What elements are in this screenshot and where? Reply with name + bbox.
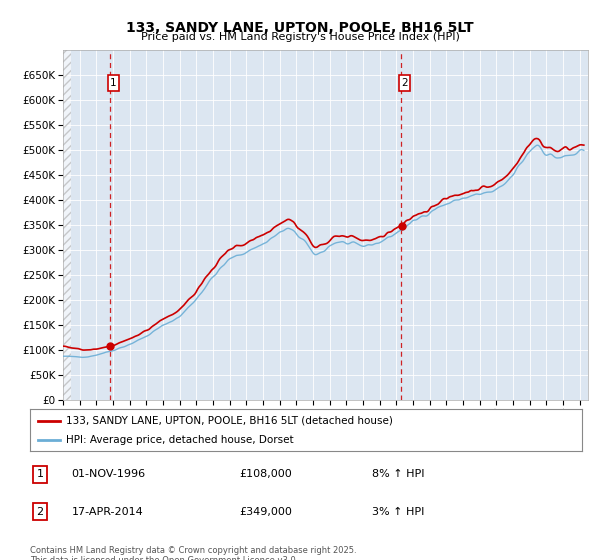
Text: 133, SANDY LANE, UPTON, POOLE, BH16 5LT: 133, SANDY LANE, UPTON, POOLE, BH16 5LT	[126, 21, 474, 35]
Text: Contains HM Land Registry data © Crown copyright and database right 2025.
This d: Contains HM Land Registry data © Crown c…	[30, 546, 356, 560]
Text: 133, SANDY LANE, UPTON, POOLE, BH16 5LT (detached house): 133, SANDY LANE, UPTON, POOLE, BH16 5LT …	[66, 416, 393, 426]
Text: 8% ↑ HPI: 8% ↑ HPI	[372, 469, 425, 479]
Text: 17-APR-2014: 17-APR-2014	[71, 507, 143, 517]
Text: 1: 1	[110, 78, 117, 88]
Text: Price paid vs. HM Land Registry's House Price Index (HPI): Price paid vs. HM Land Registry's House …	[140, 32, 460, 42]
Text: 2: 2	[401, 78, 408, 88]
Text: £108,000: £108,000	[240, 469, 293, 479]
Text: 01-NOV-1996: 01-NOV-1996	[71, 469, 146, 479]
Text: HPI: Average price, detached house, Dorset: HPI: Average price, detached house, Dors…	[66, 435, 293, 445]
Text: 1: 1	[37, 469, 43, 479]
Text: 3% ↑ HPI: 3% ↑ HPI	[372, 507, 425, 517]
Text: £349,000: £349,000	[240, 507, 293, 517]
Text: 2: 2	[37, 507, 43, 517]
